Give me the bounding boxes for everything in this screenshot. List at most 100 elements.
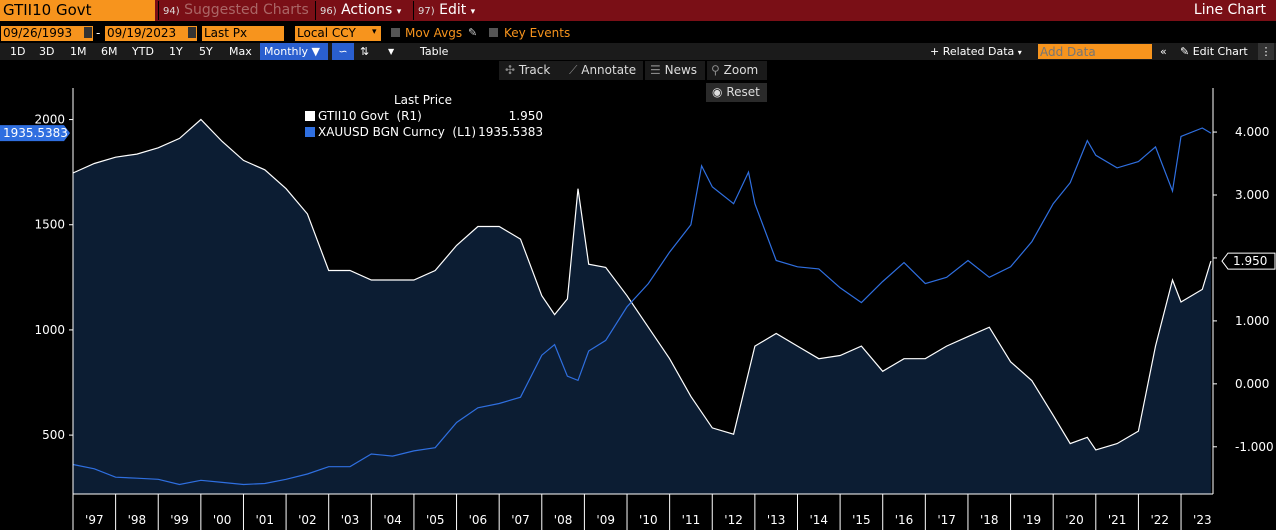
suggested-charts-button[interactable]: 94) Suggested Charts (158, 1, 313, 20)
x-axis-tick-label: '22 (1150, 513, 1169, 527)
right-axis-tick-label: 3.000 (1235, 188, 1269, 202)
x-axis-tick-label: '03 (341, 513, 360, 527)
x-axis-tick-label: '99 (170, 513, 189, 527)
chevron-down-icon[interactable]: ▼ (388, 47, 395, 56)
chevron-down-icon: ▾ (470, 7, 476, 17)
settings-row: 09/26/1993 - 09/19/2023 Last Px Local CC… (0, 23, 1276, 43)
calendar-icon[interactable] (84, 27, 92, 38)
date-range-dash: - (96, 26, 101, 40)
period-ytd[interactable]: YTD (132, 45, 154, 58)
right-last-value-badge (1221, 252, 1276, 270)
line-chart-icon[interactable]: ∽ (332, 43, 354, 60)
frequency-select[interactable]: Monthly ▼ (260, 43, 328, 60)
series-area-gtii10 (73, 119, 1211, 494)
x-axis-tick-label: '07 (511, 513, 530, 527)
series-line-gtii10 (72, 118, 1212, 451)
collapse-icon[interactable]: « (1160, 45, 1167, 58)
period-1d[interactable]: 1D (10, 45, 26, 58)
chart-plot[interactable]: 5001000150020004.0003.0002.0001.0000.000… (0, 60, 1276, 530)
period-1y[interactable]: 1Y (169, 45, 183, 58)
table-button[interactable]: Table (420, 45, 449, 58)
suggested-charts-number: 94) (163, 6, 180, 17)
x-axis-tick-label: '09 (596, 513, 615, 527)
chevron-down-icon: ▼ (311, 45, 321, 58)
view-title: Line Chart (1193, 2, 1266, 18)
calendar-icon[interactable] (188, 27, 196, 38)
x-axis-tick-label: '04 (383, 513, 402, 527)
left-last-value-label: 1935.5383 (3, 126, 68, 140)
x-axis-tick-label: '97 (85, 513, 104, 527)
annotate-tool[interactable]: ⟋ Annotate (565, 61, 643, 80)
mov-avgs-label: Mov Avgs (405, 26, 463, 40)
related-data-label: Related Data (942, 45, 1015, 58)
period-6m[interactable]: 6M (101, 45, 118, 58)
chevron-down-icon: ▾ (372, 27, 377, 37)
x-axis-tick-label: '17 (937, 513, 956, 527)
actions-menu-button[interactable]: 96) Actions ▾ (315, 1, 411, 20)
scroll-handle[interactable]: ⋮ (1258, 43, 1274, 60)
x-axis-tick-label: '23 (1193, 513, 1212, 527)
zoom-icon: ⚲ (711, 63, 720, 77)
currency-select[interactable]: Local CCY (295, 26, 381, 41)
right-axis-tick-label: 0.000 (1235, 377, 1269, 391)
bar-style-icon[interactable]: ⇅ (360, 45, 370, 58)
plus-icon: + (930, 45, 940, 58)
legend-swatch (305, 127, 315, 137)
left-axis-tick-label: 2000 (34, 113, 65, 127)
x-axis-tick-label: '13 (767, 513, 786, 527)
period-5y[interactable]: 5Y (199, 45, 213, 58)
news-tool[interactable]: ☰ News (645, 61, 705, 80)
period-max[interactable]: Max (229, 45, 252, 58)
period-1m[interactable]: 1M (70, 45, 87, 58)
legend-item-name: XAUUSD BGN Curncy (L1) (318, 125, 477, 139)
pencil-icon[interactable]: ✎ (468, 26, 478, 39)
x-axis-tick-label: '19 (1023, 513, 1042, 527)
legend: Last Price GTII10 Govt (R1) 1.950 XAUUSD… (297, 87, 549, 144)
x-axis-tick-label: '21 (1108, 513, 1127, 527)
x-axis-tick-label: '12 (724, 513, 743, 527)
legend-item-value: 1.950 (508, 109, 543, 123)
suggested-charts-label: Suggested Charts (184, 2, 309, 18)
actions-number: 96) (320, 6, 337, 17)
end-date-field[interactable]: 09/19/2023 (105, 26, 197, 41)
annotate-label: Annotate (581, 63, 637, 77)
x-axis-tick-label: '15 (852, 513, 871, 527)
series-line-xauusd (72, 127, 1212, 486)
zoom-tool[interactable]: ⚲ Zoom (707, 61, 767, 80)
legend-title: Last Price (393, 93, 453, 107)
key-events-label: Key Events (504, 26, 571, 40)
x-axis-tick-label: '06 (469, 513, 488, 527)
track-tool[interactable]: ✣ Track (499, 61, 565, 80)
news-label: News (664, 63, 698, 77)
reset-button[interactable]: ◉ Reset (706, 83, 767, 102)
key-events-checkbox[interactable] (489, 28, 498, 37)
price-field-select[interactable]: Last Px (202, 26, 284, 41)
reset-icon: ◉ (712, 85, 723, 99)
security-ticker-field[interactable]: GTII10 Govt (0, 0, 155, 21)
x-axis-tick-label: '10 (639, 513, 658, 527)
x-axis-tick-label: '08 (554, 513, 573, 527)
x-axis-tick-label: '11 (682, 513, 701, 527)
x-axis-tick-label: '02 (298, 513, 317, 527)
period-row: 1D 3D 1M 6M YTD 1Y 5Y Max Monthly ▼ ∽ ⇅ … (0, 43, 1276, 60)
left-axis-tick-label: 1500 (34, 218, 65, 232)
right-axis-tick-label: 1.000 (1235, 314, 1269, 328)
right-last-value-label: 1.950 (1233, 254, 1267, 268)
x-axis-tick-label: '18 (980, 513, 999, 527)
annotate-icon: ⟋ (569, 63, 578, 77)
related-data-button[interactable]: + Related Data ▾ (930, 43, 1022, 60)
mov-avgs-checkbox[interactable] (391, 28, 400, 37)
left-axis-tick-label: 1000 (34, 323, 65, 337)
edit-number: 97) (418, 6, 435, 17)
edit-menu-button[interactable]: 97) Edit ▾ (413, 1, 487, 20)
track-label: Track (518, 63, 551, 77)
legend-item: GTII10 Govt (R1) 1.950 (297, 108, 549, 124)
period-3d[interactable]: 3D (39, 45, 55, 58)
edit-chart-button[interactable]: ✎ Edit Chart (1180, 43, 1248, 60)
add-data-input[interactable] (1038, 44, 1152, 59)
chevron-down-icon: ▾ (396, 7, 402, 17)
actions-label: Actions (341, 2, 393, 18)
legend-item-value: 1935.5383 (478, 125, 543, 139)
frequency-label: Monthly (264, 45, 309, 58)
start-date-field[interactable]: 09/26/1993 (1, 26, 93, 41)
